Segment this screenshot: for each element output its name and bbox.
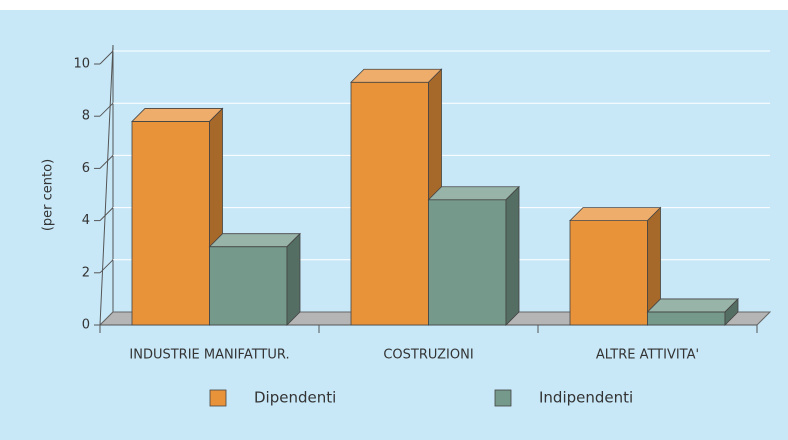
bar-side [286, 232, 301, 326]
y-tick-label: 4 [82, 213, 90, 228]
bar-front [131, 121, 210, 326]
y-tick-label: 6 [82, 161, 90, 176]
x-tick-label: COSTRUZIONI [383, 348, 473, 363]
y-tick-label: 0 [82, 318, 90, 333]
x-tick-label: INDUSTRIE MANIFATTUR. [129, 348, 289, 363]
bar-side [505, 185, 520, 326]
y-axis-label: (per cento) [41, 159, 56, 231]
bar-front [428, 199, 507, 326]
x-tick-label: ALTRE ATTIVITA' [596, 348, 699, 363]
bar-top [208, 233, 301, 248]
bar-top [350, 68, 443, 83]
legend-swatch [494, 389, 512, 407]
bar-front [209, 246, 288, 326]
bar-top [131, 108, 224, 122]
y-tick-diag [99, 50, 114, 65]
legend-label: Indipendenti [539, 389, 633, 407]
y-axis [99, 44, 114, 326]
y-tick-label: 10 [73, 57, 90, 72]
y-tick-diag [99, 207, 114, 221]
y-tick-label: 2 [82, 265, 90, 280]
bar-front [569, 220, 648, 326]
y-tick-diag [99, 155, 114, 169]
bar-top [569, 207, 662, 222]
bar-side [724, 297, 739, 326]
bar-front [647, 311, 726, 326]
y-tick-label: 8 [82, 109, 90, 124]
legend-swatch [209, 389, 227, 407]
legend-label: Dipendenti [254, 389, 336, 407]
y-tick-diag [99, 102, 114, 117]
bar-front [350, 81, 429, 326]
bar-top [646, 298, 739, 313]
bar-top [427, 186, 520, 201]
